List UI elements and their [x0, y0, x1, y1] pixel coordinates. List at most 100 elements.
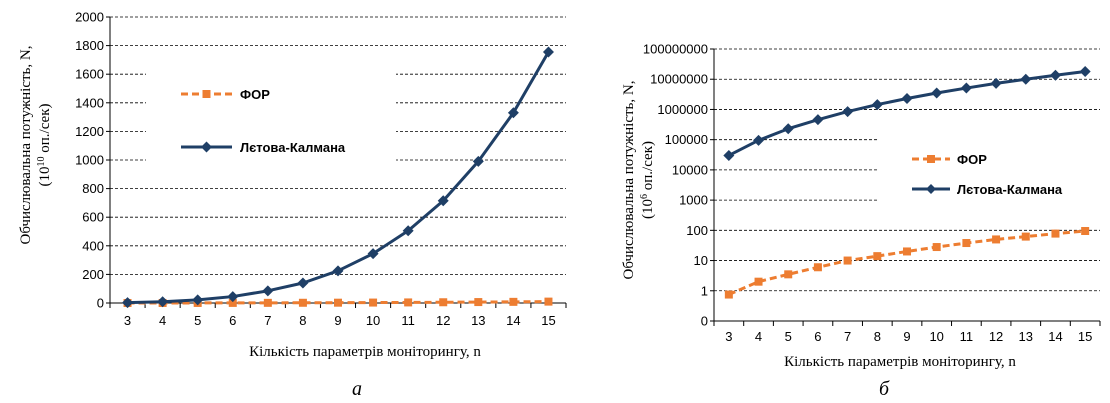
chart-b-series-lk-point — [1020, 73, 1032, 85]
chart-b-ytick-label: 10000 — [672, 162, 708, 177]
chart-b-ylabel-pre: (10 — [640, 199, 656, 219]
chart-a-xlabel: Кількість параметрів моніторингу, n — [249, 344, 481, 360]
chart-a-legend-fop-label: ФОР — [240, 87, 270, 102]
chart-b-series-fop-point — [903, 247, 911, 256]
chart-b-legend-fop-label: ФОР — [957, 152, 987, 167]
chart-a-ytick-label: 1000 — [75, 153, 104, 168]
chart-b-xtick-label: 14 — [1048, 329, 1062, 344]
chart-a-series-lk — [122, 46, 554, 309]
chart-a-xtick-label: 10 — [366, 313, 380, 328]
chart-b-ylabel-post: оп./сек) — [640, 141, 656, 194]
chart-a-series-fop-point — [334, 298, 342, 307]
chart-a-series-fop-point — [369, 298, 378, 307]
chart-b-series-fop — [724, 227, 1090, 299]
chart-a-xtick-label: 3 — [124, 313, 131, 328]
chart-a-ytick-label: 0 — [97, 296, 104, 311]
chart-a-series-lk-point — [437, 195, 449, 207]
chart-a-ylabel-line2: (1010 оп./сек) — [36, 104, 54, 187]
chart-b-xtick-label: 5 — [785, 329, 792, 344]
chart-a-ytick-label: 1200 — [75, 124, 104, 139]
chart-b-panel-label: б — [879, 378, 890, 400]
chart-b-ytick-label: 0 — [701, 314, 708, 329]
chart-a-xtick-label: 11 — [401, 313, 415, 328]
chart-b-series-fop-point — [932, 243, 941, 252]
chart-b-ylabel-sup: 6 — [639, 194, 650, 199]
chart-a-legend-lk-label: Лєтова-Калмана — [240, 140, 346, 155]
chart-b-series-fop-point — [813, 263, 822, 272]
chart-a-series-lk-point — [192, 294, 204, 306]
chart-b-series-fop-point — [992, 235, 1001, 244]
chart-b-ytick-label: 10 — [694, 253, 708, 268]
chart-a-xtick-label: 12 — [436, 313, 450, 328]
chart-a-xtick-label: 15 — [541, 313, 555, 328]
chart-b-series-fop-line — [728, 229, 1086, 296]
chart-b-xtick-label: 8 — [874, 329, 881, 344]
chart-a-series-lk-point — [122, 297, 134, 309]
chart-b-ytick-label: 100 — [686, 223, 708, 238]
chart-b-series-lk-point — [782, 123, 794, 135]
chart-b-series-lk-point — [1049, 69, 1061, 81]
chart-a-series-fop-point — [404, 298, 413, 307]
chart-a-ytick-label: 400 — [82, 238, 104, 253]
chart-b-series-fop-point — [962, 239, 971, 248]
chart-b-ytick-label: 1000 — [679, 193, 708, 208]
chart-b-xtick-label: 15 — [1078, 329, 1092, 344]
chart-a-series-fop-point — [298, 298, 307, 307]
chart-a-series-fop-point — [474, 298, 483, 307]
chart-b-series-lk-point — [753, 134, 765, 146]
chart-b-xtick-label: 12 — [989, 329, 1003, 344]
chart-b-yticks: 0 1 10 100 1000 10000 100000 1000000 10000000 100… — [643, 42, 714, 329]
chart-a-legend-fop-marker — [202, 90, 211, 98]
chart-b-series-lk-point — [931, 87, 943, 99]
chart-b-series-lk-point — [960, 82, 972, 94]
chart-a-series-fop-point — [509, 297, 518, 306]
chart-b-series-lk-point — [842, 106, 854, 118]
chart-a-xtick-label: 9 — [334, 313, 341, 328]
chart-b-xlabel: Кількість параметрів моніторингу, n — [784, 354, 1016, 370]
chart-b-series-fop-point — [1021, 232, 1030, 241]
chart-b-series-fop-point — [843, 256, 852, 265]
chart-b-series-fop-point — [724, 290, 733, 299]
chart-b-series-lk-point — [990, 77, 1002, 89]
chart-b-ylabel-line2: (106 оп./сек) — [639, 141, 657, 219]
chart-b-ytick-label: 1 — [701, 283, 708, 298]
chart-a-xtick-label: 13 — [471, 313, 485, 328]
chart-a-ytick-label: 1600 — [75, 67, 104, 82]
chart-a-ylabel-pre: (10 — [37, 166, 53, 186]
chart-a-panel-label: а — [352, 378, 362, 400]
chart-a-series-lk-point — [367, 248, 379, 260]
chart-a-series-lk-point — [472, 155, 484, 167]
chart-a-series-fop-point — [544, 297, 553, 306]
chart-b-series-fop-point — [873, 252, 882, 261]
chart-b-legend-background — [878, 135, 1102, 217]
chart-a-series-lk-point — [402, 225, 414, 237]
chart-b-series-fop-point — [1081, 227, 1090, 236]
chart-b-series-lk-point — [812, 114, 824, 126]
chart-a-xtick-label: 6 — [229, 313, 236, 328]
chart-a-xtick-label: 7 — [264, 313, 271, 328]
chart-a-series-lk-point — [332, 265, 344, 277]
chart-b-xtick-label: 4 — [755, 329, 762, 344]
chart-b-series-lk-point — [871, 99, 883, 111]
chart-a-xtick-label: 14 — [506, 313, 520, 328]
chart-a-series-lk-point — [542, 46, 554, 58]
chart-b-xtick-label: 3 — [725, 329, 732, 344]
chart-b-series-lk — [723, 66, 1091, 161]
chart-a-ytick-label: 600 — [82, 210, 104, 225]
chart-a-series-fop-point — [228, 298, 237, 307]
chart-b-legend-fop-marker — [927, 155, 935, 163]
chart-a-series-fop-point — [439, 298, 448, 307]
chart-b-ylabel-line1: Обчислювальна потужність, N, — [621, 81, 637, 280]
chart-a-ylabel-line1: Обчислювальна потужність, N, — [18, 46, 34, 245]
chart-b-legend: ФОР Лєтова-Калмана — [878, 135, 1102, 217]
chart-b-series-fop-point — [784, 270, 793, 279]
chart-a-ytick-label: 800 — [82, 181, 104, 196]
chart-b-ytick-label: 100000 — [665, 132, 708, 147]
chart-b-xtick-label: 10 — [929, 329, 943, 344]
chart-a-ytick-label: 2000 — [75, 10, 104, 25]
chart-b: Обчислювальна потужність, N, (106 оп./се… — [621, 42, 1102, 400]
chart-a-legend-lk-marker — [201, 141, 212, 153]
chart-b-series-fop-point — [754, 277, 763, 286]
